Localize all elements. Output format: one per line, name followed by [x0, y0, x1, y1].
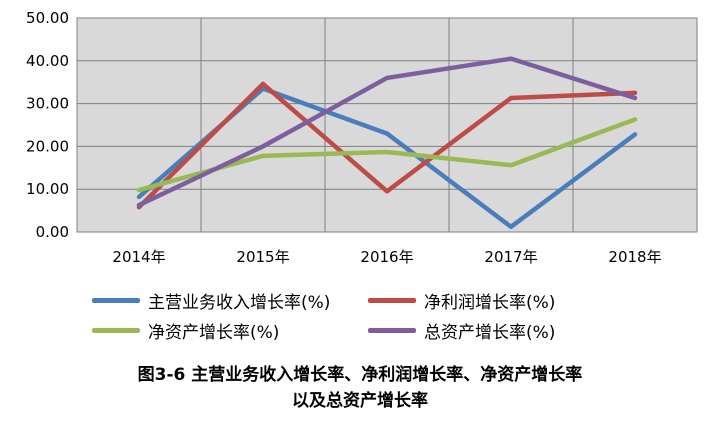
x-tick-label: 2016年: [360, 248, 413, 266]
y-tick-label: 0.00: [36, 223, 69, 241]
caption-line-2: 以及总资产增长率: [292, 391, 428, 411]
y-tick-label: 20.00: [26, 137, 69, 155]
series-line-1: [136, 81, 638, 210]
legend-item-net-profit-growth: 净利润增长率(%): [368, 288, 555, 313]
y-tick-label: 40.00: [26, 52, 69, 70]
legend-label-net-profit-growth: 净利润增长率(%): [424, 293, 556, 313]
legend-swatch-net-assets-growth: [92, 328, 140, 333]
legend-item-revenue-growth: 主营业务收入增长率(%): [92, 288, 330, 313]
plot-area: [77, 18, 697, 232]
x-tick-label: 2017年: [484, 248, 537, 266]
legend-swatch-total-assets-growth: [368, 328, 416, 333]
y-tick-label: 30.00: [26, 95, 69, 113]
figure-caption: 图3-6 主营业务收入增长率、净利润增长率、净资产增长率 以及总资产增长率: [0, 362, 720, 414]
legend-label-net-assets-growth: 净资产增长率(%): [148, 323, 280, 343]
legend-swatch-net-profit-growth: [368, 298, 416, 303]
caption-line-1: 图3-6 主营业务收入增长率、净利润增长率、净资产增长率: [137, 365, 583, 385]
x-tick-label: 2015年: [236, 248, 289, 266]
x-tick-label: 2014年: [112, 248, 165, 266]
legend-label-total-assets-growth: 总资产增长率(%): [424, 323, 556, 343]
series-line-3: [136, 56, 638, 208]
legend-label-revenue-growth: 主营业务收入增长率(%): [148, 293, 331, 313]
legend-item-total-assets-growth: 总资产增长率(%): [368, 318, 555, 343]
legend-swatch-revenue-growth: [92, 298, 140, 303]
line-chart: 0.00 10.00 20.00 30.00 40.00 50.00 2014年 2015年…: [26, 9, 698, 266]
plot-border: [76, 17, 698, 233]
y-tick-label: 10.00: [26, 180, 69, 198]
y-tick-label: 50.00: [26, 9, 69, 27]
x-tick-label: 2018年: [608, 248, 661, 266]
legend-item-net-assets-growth: 净资产增长率(%): [92, 318, 279, 343]
